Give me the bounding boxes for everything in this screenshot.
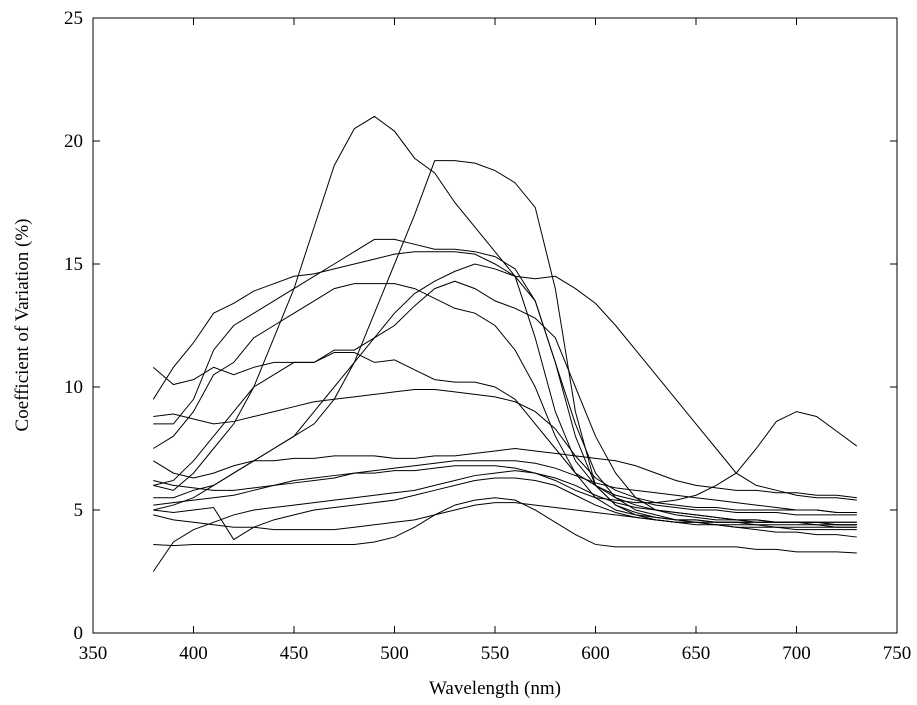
x-tick-label: 350 <box>79 643 108 664</box>
data-line <box>153 477 857 541</box>
data-line <box>153 238 857 528</box>
data-line <box>153 388 857 513</box>
data-line <box>152 470 857 572</box>
data-line <box>153 283 857 523</box>
data-line <box>153 280 857 523</box>
x-tick-label: 400 <box>179 643 208 664</box>
x-tick-label: 500 <box>380 643 409 664</box>
y-tick-label: 10 <box>64 377 83 398</box>
y-tick-label: 25 <box>64 8 83 29</box>
x-tick-label: 600 <box>581 643 610 664</box>
x-tick-label: 650 <box>682 643 711 664</box>
x-tick-label: 700 <box>782 643 811 664</box>
data-line <box>152 251 857 501</box>
x-tick-label: 550 <box>481 643 510 664</box>
data-line <box>153 497 857 554</box>
data-line <box>153 115 857 526</box>
data-line <box>153 502 857 538</box>
data-line <box>153 447 857 499</box>
x-axis-label: Wavelength (nm) <box>429 678 561 699</box>
y-tick-label: 20 <box>64 131 83 152</box>
y-axis-label: Coefficient of Variation (%) <box>12 219 33 432</box>
x-tick-label: 750 <box>883 643 912 664</box>
data-line <box>153 460 857 513</box>
data-line <box>153 160 857 531</box>
y-tick-label: 5 <box>74 500 84 521</box>
y-tick-label: 15 <box>64 254 83 275</box>
data-line <box>153 411 858 506</box>
data-line <box>152 352 857 516</box>
data-line <box>153 263 857 526</box>
x-tick-label: 450 <box>280 643 309 664</box>
y-tick-label: 0 <box>74 623 84 644</box>
